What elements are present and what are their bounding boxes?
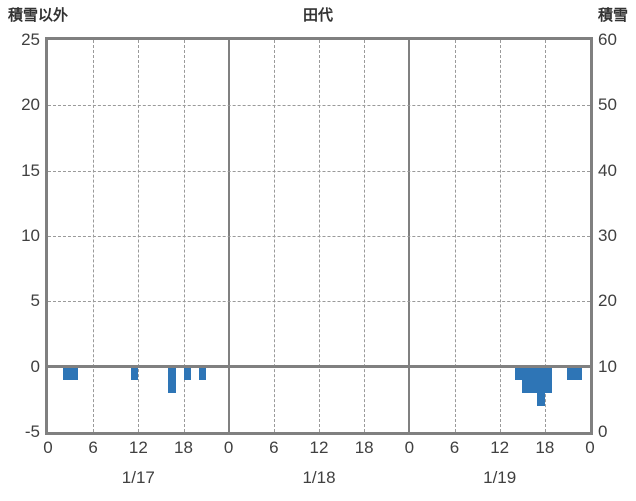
value-gridline-dashed [48, 236, 590, 237]
precipitation-bar [198, 366, 207, 380]
y-tick-label-left: 15 [21, 160, 40, 180]
x-tick-label: 12 [309, 438, 329, 457]
date-label: 1/18 [302, 468, 336, 487]
x-tick-label: 18 [535, 438, 555, 457]
y-tick-label-left: 25 [21, 30, 40, 49]
y-tick-label-right: 0 [598, 422, 608, 441]
date-label: 1/19 [483, 468, 517, 487]
x-tick-label: 6 [269, 438, 279, 457]
x-tick-label: 0 [223, 438, 234, 457]
value-gridline-dashed [48, 105, 590, 107]
y-tick-label-left: 20 [21, 95, 40, 115]
x-tick-label: 18 [174, 438, 193, 457]
y-tick-label-right: 60 [598, 30, 617, 49]
x-tick-label: 0 [585, 438, 595, 457]
right-axis-title: 積雪 [597, 7, 628, 24]
x-tick-label: 12 [490, 438, 510, 457]
precipitation-bar [514, 366, 523, 380]
x-tick-label: 0 [404, 438, 415, 457]
y-tick-label-right: 20 [598, 291, 617, 311]
precipitation-bar [183, 366, 192, 380]
y-tick-label-right: 40 [598, 160, 617, 180]
y-tick-label-right: 10 [598, 356, 617, 376]
precipitation-bar [168, 366, 176, 393]
precipitation-bar [537, 366, 545, 406]
date-label: 1/17 [121, 468, 155, 487]
left-axis-title: 積雪以外 [8, 7, 69, 24]
precipitation-bar [130, 366, 139, 380]
precipitation-bar [522, 366, 538, 393]
y-tick-label-right: 30 [598, 226, 617, 245]
precipitation-bar [544, 366, 553, 393]
x-tick-label: 18 [354, 438, 374, 457]
precipitation-bar [567, 366, 583, 380]
y-tick-label-left: 0 [30, 356, 40, 376]
x-tick-label: 6 [88, 438, 98, 457]
y-tick-label-left: 5 [30, 291, 40, 311]
x-tick-label: 6 [449, 438, 460, 457]
chart-title: 田代 [302, 7, 333, 24]
y-tick-label-right: 50 [598, 95, 617, 115]
precipitation-bar [63, 366, 79, 380]
x-tick-label: 12 [128, 438, 148, 457]
y-tick-label-left: 10 [21, 226, 40, 245]
x-tick-label: 0 [43, 438, 53, 457]
value-gridline-dashed [48, 170, 590, 172]
value-gridline-dashed [48, 301, 590, 303]
y-tick-label-left: -5 [24, 422, 40, 441]
zero-axis-line [48, 365, 590, 369]
plot-area [45, 37, 593, 435]
